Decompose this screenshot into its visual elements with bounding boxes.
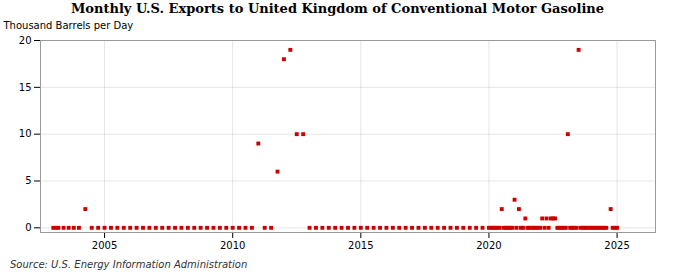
svg-text:2020: 2020 xyxy=(476,240,501,251)
html-text:Source: U.S. Energy Informatio: Source: U.S. Energy Information Administ… xyxy=(10,259,248,270)
svg-text:2005: 2005 xyxy=(92,240,117,251)
svg-text:10: 10 xyxy=(19,128,32,139)
svg-text:Thousand Barrels per Day: Thousand Barrels per Day xyxy=(3,20,134,31)
svg-text:2015: 2015 xyxy=(348,240,373,251)
svg-text:0: 0 xyxy=(25,222,31,233)
html-text:Monthly U.S. Exports to United: Monthly U.S. Exports to United Kingdom o… xyxy=(70,1,604,16)
svg-text:15: 15 xyxy=(19,82,32,93)
svg-text:2010: 2010 xyxy=(220,240,245,251)
svg-text:5: 5 xyxy=(25,175,31,186)
svg-text:20: 20 xyxy=(19,35,32,46)
svg-text:2025: 2025 xyxy=(604,240,629,251)
